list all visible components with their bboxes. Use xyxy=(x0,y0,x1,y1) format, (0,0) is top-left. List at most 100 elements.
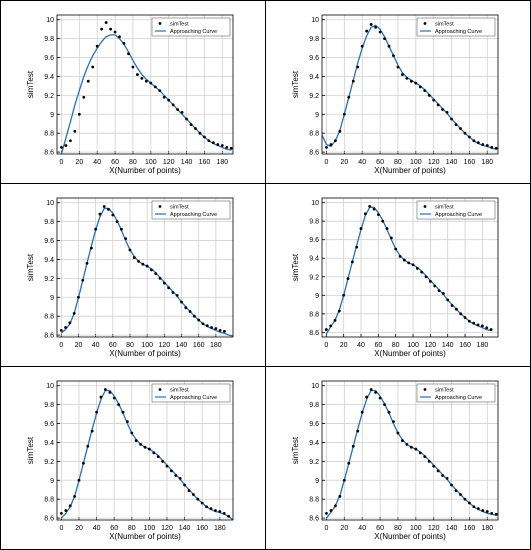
simtest-point xyxy=(360,410,364,414)
simtest-point xyxy=(450,483,453,487)
simtest-point xyxy=(450,304,454,307)
simtest-point xyxy=(454,123,458,127)
simtest-point xyxy=(468,135,471,139)
simtest-point xyxy=(441,108,445,111)
y-axis-label: simTest xyxy=(291,253,300,281)
legend-curve-label: Approaching Curve xyxy=(170,212,217,218)
simtest-point xyxy=(211,141,215,145)
simtest-point xyxy=(363,212,367,216)
simtest-point xyxy=(90,429,94,433)
simtest-point xyxy=(64,326,67,329)
simtest-point xyxy=(132,256,136,259)
simtest-point xyxy=(369,23,373,26)
simtest-point xyxy=(369,388,373,391)
y-tick-label: 10 xyxy=(46,383,54,390)
simtest-point xyxy=(445,110,449,114)
y-tick-label: 9.8 xyxy=(309,402,319,409)
simtest-point xyxy=(115,220,119,224)
simtest-point xyxy=(229,146,233,150)
simtest-point xyxy=(376,213,380,217)
simtest-point xyxy=(494,512,498,516)
simtest-point xyxy=(365,29,369,33)
legend-curve-label: Approaching Curve xyxy=(435,395,482,401)
chart-svg: 0 20 40 60 80 100 120 140 160 180 8.6 8.8 9 9.2 9.4 9.6… xyxy=(291,380,499,541)
x-tick-label: 100 xyxy=(410,525,422,532)
simtest-point xyxy=(436,469,440,473)
simtest-point xyxy=(167,98,171,102)
axes-frame xyxy=(321,197,499,338)
simtest-point xyxy=(427,459,431,463)
legend-simtest-label: simTest xyxy=(435,205,454,211)
simtest-point xyxy=(407,261,411,265)
x-tick-label: 160 xyxy=(196,525,208,532)
y-tick-label: 9.4 xyxy=(309,256,319,263)
simtest-point xyxy=(86,444,90,448)
simtest-point xyxy=(95,410,98,414)
simtest-point xyxy=(136,73,139,76)
x-tick-label: 60 xyxy=(376,525,384,532)
legend-curve-label: Approaching Curve xyxy=(435,212,482,218)
simtest-point xyxy=(94,227,98,231)
approaching-curve-line xyxy=(322,24,497,150)
simtest-point xyxy=(436,103,440,107)
legend-simtest-marker xyxy=(423,388,427,391)
simtest-point xyxy=(392,420,395,424)
y-tick-label: 10 xyxy=(311,383,319,390)
chart-panel-1: 0 20 40 60 80 100 120 140 160 180 8.6 8.8 9 9.2 9.4 9.6… xyxy=(0,0,266,184)
y-axis-label: simTest xyxy=(291,436,300,464)
simtest-point xyxy=(214,327,218,330)
x-tick-label: 60 xyxy=(109,342,117,349)
x-tick-label: 60 xyxy=(376,159,384,166)
simtest-point xyxy=(102,205,106,208)
approaching-curve-line xyxy=(60,389,233,520)
simtest-point xyxy=(156,455,160,459)
x-tick-label: 160 xyxy=(193,342,205,349)
simtest-point xyxy=(205,324,209,328)
simtest-point xyxy=(150,268,153,272)
simtest-point xyxy=(223,329,226,333)
simtest-point xyxy=(325,511,328,515)
chart-panel-2: 0 20 40 60 80 100 120 140 160 180 8.6 8.8 9 9.2 9.4 9.6… xyxy=(265,0,531,184)
simtest-point xyxy=(72,311,76,315)
simtest-point xyxy=(450,117,453,121)
x-tick-label: 80 xyxy=(394,525,402,532)
simtest-point xyxy=(396,65,400,69)
simtest-point xyxy=(355,245,359,249)
simtest-point xyxy=(188,310,192,313)
x-axis-label: X(Number of points) xyxy=(374,532,446,541)
simtest-point xyxy=(82,95,86,99)
simtest-point xyxy=(472,321,476,325)
simtest-point xyxy=(476,507,480,511)
y-tick-label: 8.8 xyxy=(44,497,54,504)
simtest-point xyxy=(161,459,165,463)
simtest-point xyxy=(158,276,162,280)
simtest-point xyxy=(59,328,63,332)
simtest-point xyxy=(351,444,355,448)
y-tick-label: 9.2 xyxy=(44,276,54,283)
simtest-point xyxy=(325,145,328,149)
simtest-point xyxy=(214,509,217,512)
simtest-point xyxy=(64,144,68,147)
x-tick-label: 40 xyxy=(357,342,365,349)
x-tick-label: 100 xyxy=(144,525,156,532)
simtest-point xyxy=(86,79,90,83)
simtest-point xyxy=(192,493,195,496)
y-tick-label: 9 xyxy=(50,112,54,119)
simtest-point xyxy=(445,476,449,480)
simtest-point xyxy=(108,390,112,394)
plot-area xyxy=(57,15,233,154)
simtest-point xyxy=(389,236,393,240)
y-tick-label: 8.6 xyxy=(44,333,54,340)
simtest-point xyxy=(218,328,222,332)
legend-curve-label: Approaching Curve xyxy=(170,395,217,401)
simtest-point xyxy=(227,514,231,518)
simtest-point xyxy=(402,258,406,262)
simtest-point xyxy=(118,35,121,39)
simtest-point xyxy=(365,395,369,399)
chart-panel-4: 0 20 40 60 80 100 120 140 160 180 8.6 8.8 9 9.2 9.4 9.6… xyxy=(265,183,531,367)
simtest-point xyxy=(428,280,432,283)
simtest-point xyxy=(68,504,72,508)
simtest-point xyxy=(347,95,351,99)
x-axis-label: X(Number of points) xyxy=(109,532,181,541)
simtest-point xyxy=(485,326,489,330)
